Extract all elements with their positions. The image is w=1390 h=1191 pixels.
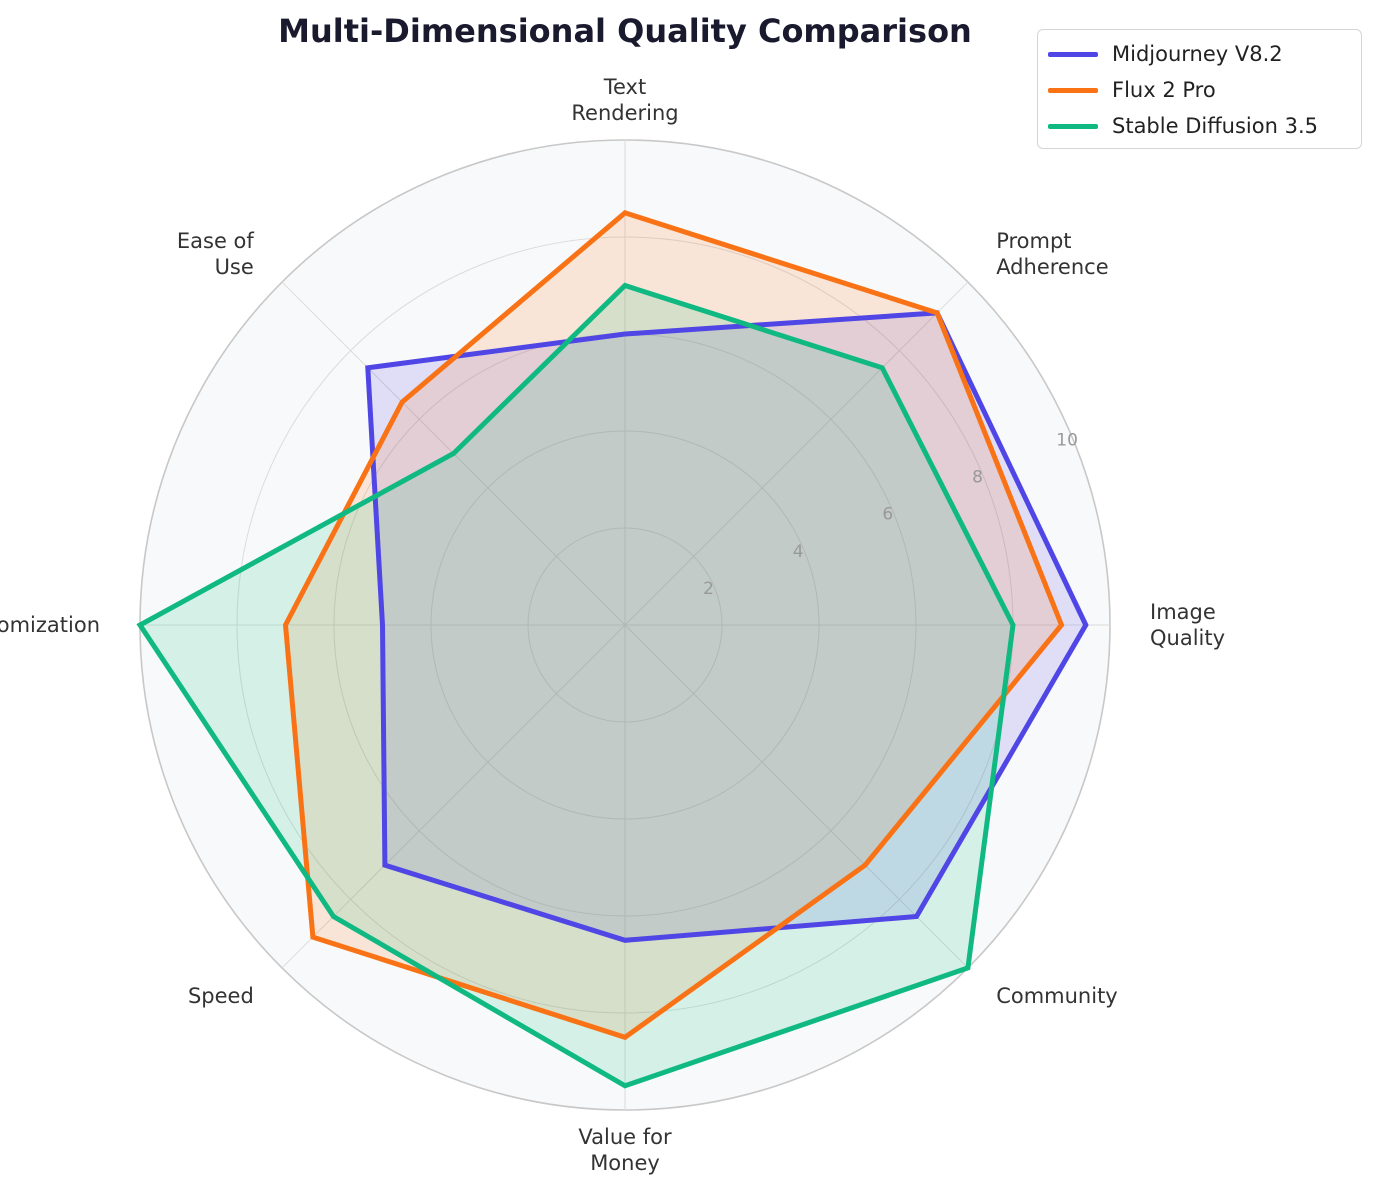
legend-item: Flux 2 Pro — [1048, 72, 1351, 108]
chart-title: Multi-Dimensional Quality Comparison — [278, 12, 972, 50]
axis-label: Ease of Use — [177, 229, 255, 279]
series-line — [365, 310, 1089, 943]
axis-label: Speed — [188, 984, 254, 1008]
legend-item: Midjourney V8.2 — [1048, 36, 1351, 72]
series-line — [136, 282, 1016, 1089]
radial-tick-label: 10 — [1056, 430, 1078, 450]
axis-label: Image Quality — [1150, 600, 1225, 650]
grid-spoke — [281, 624, 626, 969]
legend-swatch — [1048, 123, 1098, 129]
legend-swatch — [1048, 87, 1098, 93]
legend-item: Stable Diffusion 3.5 — [1048, 108, 1351, 144]
axis-label: Value for Money — [578, 1125, 672, 1175]
radial-tick-label: 4 — [793, 542, 804, 562]
legend-label: Flux 2 Pro — [1112, 78, 1216, 102]
grid-spoke — [624, 624, 969, 969]
series-area — [367, 312, 1086, 941]
grid-spoke — [624, 281, 969, 626]
legend-swatch — [1048, 51, 1098, 57]
axis-label: Prompt Adherence — [996, 229, 1108, 279]
legend-label: Stable Diffusion 3.5 — [1112, 114, 1318, 138]
axis-label: Text Rendering — [571, 75, 678, 125]
radial-tick-label: 8 — [972, 468, 983, 488]
radial-tick-label: 2 — [703, 579, 714, 599]
legend: Midjourney V8.2 Flux 2 Pro Stable Diffus… — [1037, 29, 1362, 149]
axis-label: Customization — [0, 613, 100, 637]
series-area — [140, 285, 1013, 1086]
series-line — [282, 209, 1065, 1041]
axis-label: Community — [996, 984, 1118, 1008]
legend-label: Midjourney V8.2 — [1112, 42, 1283, 66]
series-area — [285, 212, 1062, 1038]
radial-tick-label: 6 — [882, 505, 893, 525]
